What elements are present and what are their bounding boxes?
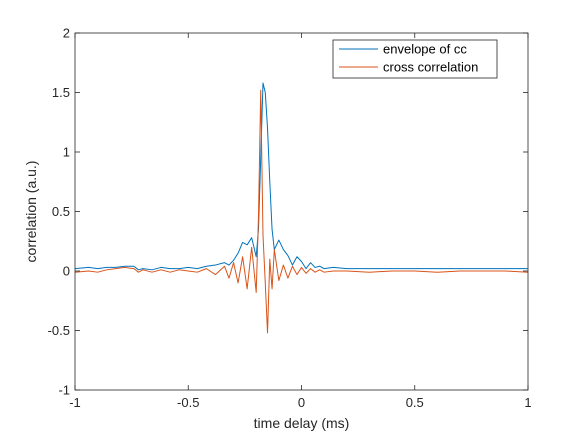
legend-label-envelope: envelope of cc [383, 42, 467, 57]
legend: envelope of cc cross correlation [332, 39, 498, 79]
x-tick-label: -1 [69, 395, 81, 410]
y-tick-label: -0.5 [48, 323, 70, 338]
y-axis-label: correlation (a.u.) [23, 161, 39, 263]
plot-area [75, 33, 528, 390]
series-layer [74, 82, 529, 334]
legend-label-cross-correlation: cross correlation [383, 60, 478, 75]
y-tick-label: 0 [63, 264, 70, 279]
series-line-0 [74, 82, 528, 271]
y-tick-label: -1 [58, 383, 70, 398]
x-axis-label: time delay (ms) [254, 415, 350, 431]
series-line-1 [74, 89, 529, 334]
y-tick-label: 2 [63, 26, 70, 41]
y-tick-label: 0.5 [52, 204, 70, 219]
x-tick-label: -0.5 [177, 395, 199, 410]
legend-box [332, 39, 498, 79]
x-tick-label: 0.5 [406, 395, 424, 410]
x-tick-label: 0 [298, 395, 305, 410]
y-tick-label: 1.5 [52, 85, 70, 100]
ticks: -1 -0.5 0 0.5 1 -1 -0.5 0 0.5 1 1.5 2 [48, 26, 532, 411]
plot-background [75, 33, 528, 390]
x-tick-label: 1 [524, 395, 531, 410]
y-tick-label: 1 [63, 145, 70, 160]
